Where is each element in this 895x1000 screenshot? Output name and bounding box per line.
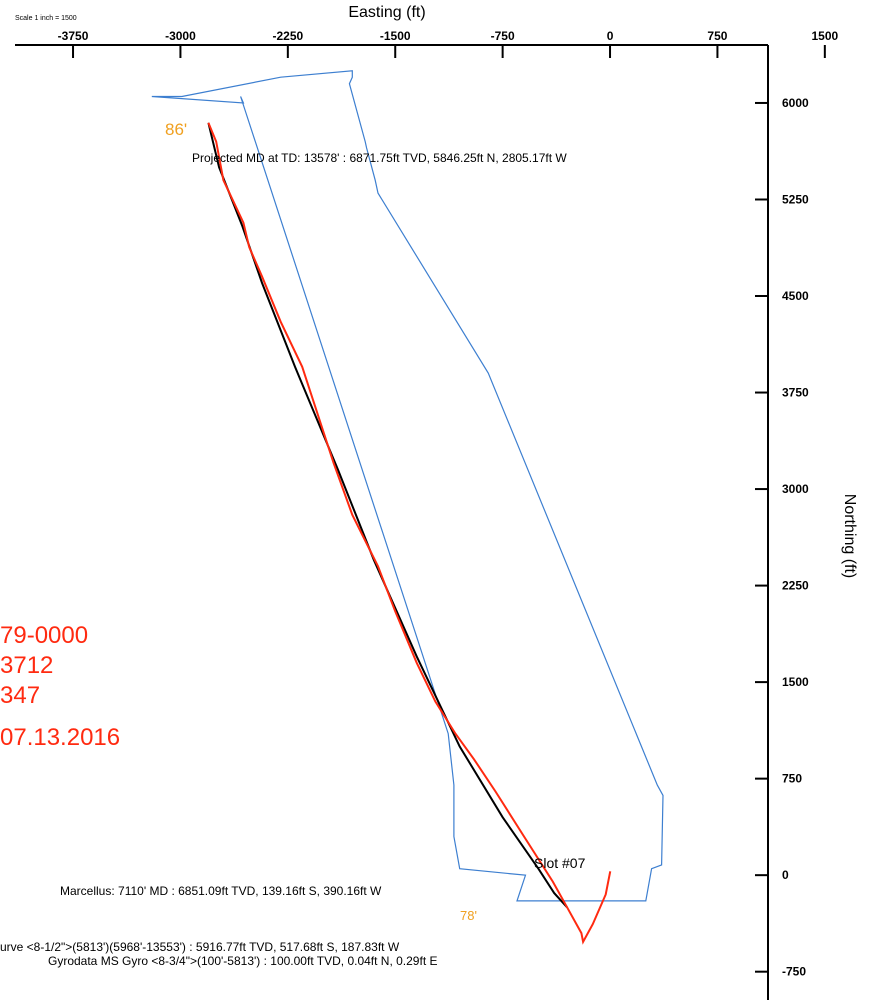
y-axis-ticks: 6000 5250 4500 3750 3000 2250 1500 750 0 -750: [755, 96, 809, 979]
marcellus-annotation: Marcellus: 7110' MD : 6851.09ft TVD, 139…: [60, 884, 382, 898]
y-tick-label: 2250: [782, 579, 809, 593]
x-tick-label: -1500: [380, 29, 411, 43]
x-tick-label: -3000: [165, 29, 196, 43]
red-note-line-3: 347: [0, 682, 40, 709]
y-tick-label: 1500: [782, 675, 809, 689]
actual-wellbore-line: [207, 122, 612, 945]
survey-annotation-line1: urve <8-1/2">(5813')(5968'-13553') : 591…: [0, 940, 400, 954]
x-axis-ticks: -3750 -3000 -2250 -1500 -750 0 750 1500: [58, 29, 839, 58]
x-tick-label: -750: [491, 29, 515, 43]
projected-td-annotation: Projected MD at TD: 13578' : 6871.75ft T…: [192, 151, 567, 165]
setback-bottom-label: 78': [460, 908, 477, 923]
y-tick-label: 3000: [782, 482, 809, 496]
y-tick-label: 3750: [782, 386, 809, 400]
slot-label: Slot #07: [534, 855, 586, 871]
y-axis-title: Northing (ft): [841, 494, 858, 578]
x-tick-label: -3750: [58, 29, 89, 43]
y-tick-label: 750: [782, 772, 802, 786]
y-tick-label: 0: [782, 868, 789, 882]
planned-wellbore-line: [207, 122, 568, 908]
y-tick-label: 5250: [782, 192, 809, 206]
lease-boundary-line: [151, 70, 664, 902]
red-note-line-4: 07.13.2016: [0, 724, 120, 751]
setback-top-label: 86': [165, 120, 187, 139]
red-note-line-1: 79-0000: [0, 622, 88, 649]
x-tick-label: 1500: [811, 29, 838, 43]
x-tick-label: 0: [607, 29, 614, 43]
y-tick-label: 6000: [782, 96, 809, 110]
survey-annotation-line2: Gyrodata MS Gyro <8-3/4">(100'-5813') : …: [48, 954, 438, 968]
red-note-line-2: 3712: [0, 652, 53, 679]
scale-note: Scale 1 inch = 1500: [15, 15, 77, 22]
y-tick-label: -750: [782, 965, 806, 979]
x-tick-label: 750: [707, 29, 727, 43]
x-axis-title: Easting (ft): [348, 4, 425, 21]
x-tick-label: -2250: [272, 29, 303, 43]
axes: [15, 44, 769, 1000]
y-tick-label: 4500: [782, 289, 809, 303]
